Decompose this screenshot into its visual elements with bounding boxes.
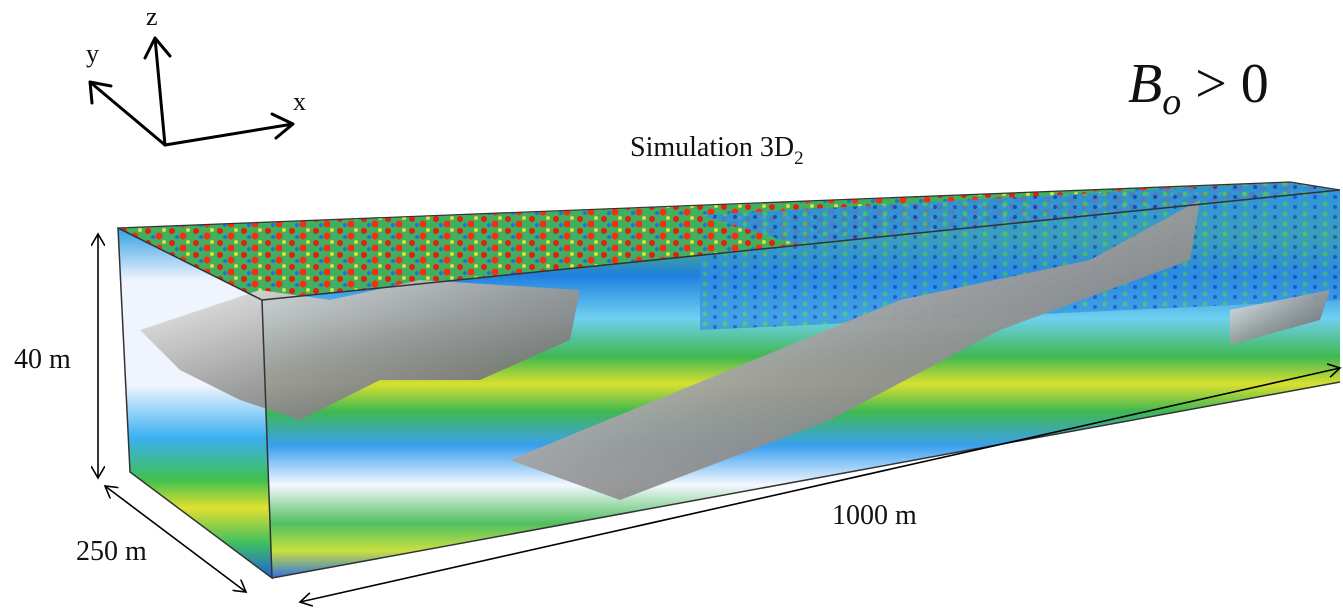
title-text: Simulation 3D [630,132,794,163]
z-label: z [146,2,158,31]
y-label: y [86,39,99,68]
title-subscript: 2 [794,148,804,169]
volume-rendering [118,182,1340,578]
length-label: 1000 m [832,500,917,531]
x-label: x [293,87,306,116]
condition-symbol: B [1128,53,1162,115]
title: Simulation 3D2 [630,132,804,169]
condition-subscript: o [1162,81,1181,123]
z-arrow [145,38,170,145]
condition-relation: > 0 [1195,53,1269,115]
axes-triad: z y x [86,2,306,145]
height-label: 40 m [14,344,71,375]
condition: Bo > 0 [1128,53,1269,123]
figure: z y x Simulation 3D2 Bo > 0 40 m 250 m 10… [0,0,1343,609]
y-arrow [90,82,165,145]
x-arrow [165,114,293,145]
width-label: 250 m [76,536,147,567]
